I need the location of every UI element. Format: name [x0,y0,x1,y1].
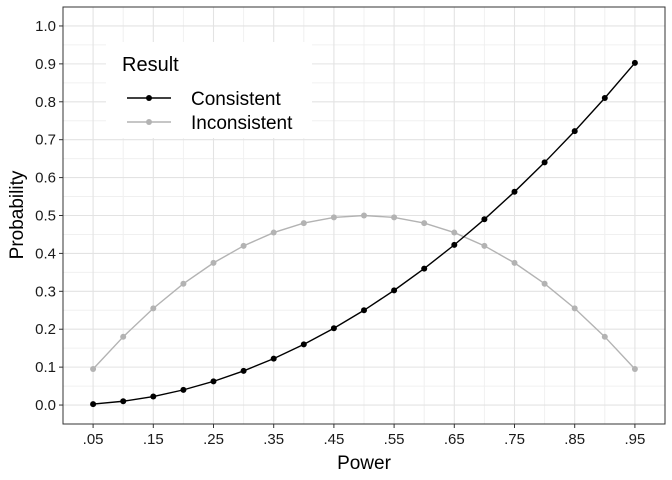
x-tick-label: .45 [323,431,344,448]
consistent-point [391,287,398,294]
minor-gridlines [63,7,665,424]
legend-label-inconsistent: Inconsistent [191,113,293,134]
consistent-point [361,307,367,314]
x-tick-label: .05 [83,431,104,448]
consistent-point [240,367,247,374]
y-tick-label: 0.7 [35,132,56,149]
y-tick-label: 0.9 [35,56,56,73]
inconsistent-point [90,366,97,373]
inconsistent-point [330,214,337,221]
y-tick-label: 0.5 [35,208,56,225]
consistent-point [601,94,608,101]
y-tick-label: 0.0 [35,397,56,414]
x-tick-label: .85 [564,431,585,448]
y-tick-label: 0.8 [35,94,56,111]
legend-key-point-consistent [146,95,152,101]
legend: Result Consistent Inconsistent [106,42,312,138]
consistent-point [451,241,458,248]
inconsistent-point [270,229,277,236]
x-tick-label: .65 [444,431,465,448]
x-tick-labels: .05 .15 .25 .35 .45 .55 .65 .75 .85 .95 [83,431,646,448]
inconsistent-point [481,242,488,249]
inconsistent-point [150,305,157,312]
inconsistent-point [421,220,428,227]
consistent-point [180,386,187,393]
y-tick-label: 0.1 [35,359,56,376]
y-tick-label: 0.6 [35,170,56,187]
y-axis-title: Probability [7,170,28,259]
y-tick-label: 0.4 [35,245,56,262]
consistent-point [90,401,97,408]
consistent-point [210,378,217,385]
axis-ticks [59,25,636,428]
x-tick-label: .35 [263,431,284,448]
inconsistent-point [210,259,217,266]
inconsistent-point [361,212,367,219]
series-consistent [90,59,638,408]
x-tick-label: .15 [143,431,164,448]
series-layer [90,59,638,408]
legend-key-point-inconsistent [146,119,152,125]
consistent-point [511,188,518,195]
consistent-point [300,341,307,348]
legend-title: Result [122,54,179,76]
legend-label-consistent: Consistent [191,89,281,110]
x-axis-title: Power [337,453,392,474]
inconsistent-point [240,242,247,249]
legend-entries: Consistent Inconsistent [127,89,293,134]
inconsistent-point [541,280,548,287]
series-inconsistent [90,212,638,373]
x-tick-label: .25 [203,431,224,448]
inconsistent-point [120,333,127,340]
x-tick-label: .95 [624,431,645,448]
x-tick-label: .75 [504,431,525,448]
y-tick-label: 0.3 [35,283,56,300]
inconsistent-point [511,259,518,266]
y-tick-labels: 0.0 0.1 0.2 0.3 0.4 0.5 0.6 0.7 0.8 0.9 1.0 [35,18,56,414]
y-tick-label: 0.2 [35,321,56,338]
consistent-point [330,325,337,332]
consistent-point [150,393,157,400]
inconsistent-point [631,366,638,373]
consistent-point [421,265,428,272]
consistent-point [270,355,277,362]
inconsistent-point [571,305,578,312]
consistent-point [571,128,578,135]
consistent-point [481,216,488,223]
consistent-point [631,59,638,66]
y-tick-label: 1.0 [35,18,56,35]
consistent-point [120,398,127,405]
consistent-point [541,159,548,166]
inconsistent-point [180,280,187,287]
inconsistent-point [601,333,608,340]
inconsistent-point [451,229,458,236]
inconsistent-point [300,220,307,227]
inconsistent-point [391,214,398,221]
x-tick-label: .55 [384,431,405,448]
